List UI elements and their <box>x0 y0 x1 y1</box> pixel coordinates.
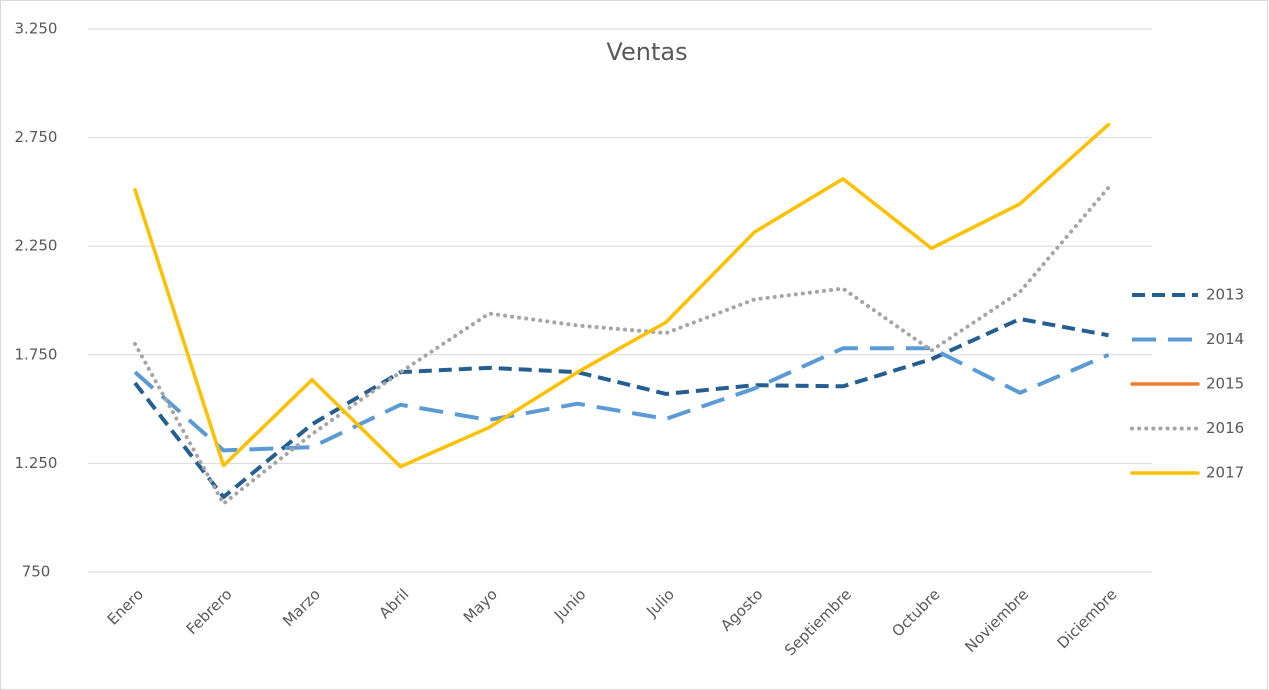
series-line <box>133 185 1111 506</box>
legend-label: 2014 <box>1206 330 1244 348</box>
series-line <box>133 122 1111 469</box>
y-tick-label: 3.250 <box>15 20 58 38</box>
y-tick-label: 750 <box>22 563 51 581</box>
legend-label: 2017 <box>1206 464 1244 482</box>
series-line <box>133 316 1109 500</box>
legend-label: 2015 <box>1206 375 1244 393</box>
legend-label: 2016 <box>1206 419 1244 437</box>
y-tick-label: 2.250 <box>15 237 58 255</box>
series-line <box>133 346 1110 453</box>
y-tick-label: 1.750 <box>15 345 58 363</box>
y-tick-label: 2.750 <box>15 128 58 146</box>
y-tick-label: 1.250 <box>15 454 58 472</box>
legend-label: 2013 <box>1206 286 1244 304</box>
chart-title: Ventas <box>606 38 687 66</box>
